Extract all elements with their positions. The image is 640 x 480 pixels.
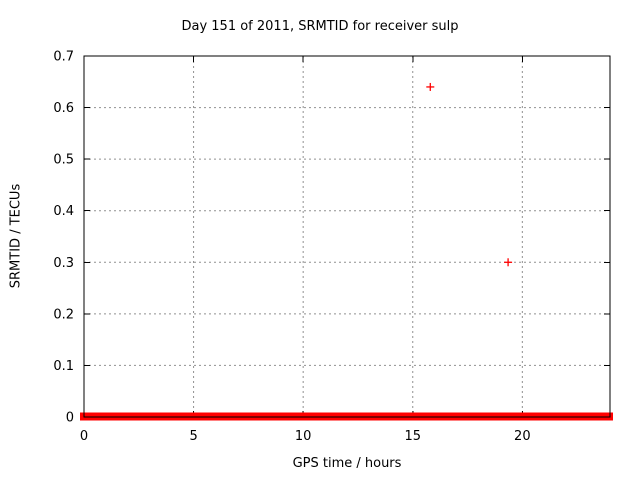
y-tick-label: 0.3 <box>53 256 74 271</box>
data-points <box>426 82 513 267</box>
x-tick-label: 15 <box>404 429 421 444</box>
y-tick-label: 0.1 <box>53 359 74 374</box>
x-tick-label: 20 <box>514 429 531 444</box>
y-tick-label: 0.4 <box>53 204 74 219</box>
y-tick-label: 0.7 <box>53 50 74 65</box>
plus-marker <box>504 258 513 267</box>
y-tick-label: 0 <box>66 411 74 426</box>
x-tick-label: 10 <box>295 429 312 444</box>
x-tick-label: 0 <box>80 429 88 444</box>
gridlines <box>84 56 610 417</box>
chart-title: Day 151 of 2011, SRMTID for receiver sul… <box>181 19 459 34</box>
plus-marker <box>426 82 435 91</box>
y-tick-label: 0.6 <box>53 101 74 116</box>
y-tick-labels: 0 0.1 0.2 0.3 0.4 0.5 0.6 0.7 <box>53 50 74 426</box>
plot-border <box>83 55 611 418</box>
y-tick-label: 0.5 <box>53 153 74 168</box>
x-tick-label: 5 <box>189 429 197 444</box>
axis-ticks <box>83 55 610 418</box>
x-axis-label: GPS time / hours <box>292 456 402 471</box>
y-tick-label: 0.2 <box>53 307 74 322</box>
x-tick-labels: 0 5 10 15 20 <box>80 429 531 444</box>
